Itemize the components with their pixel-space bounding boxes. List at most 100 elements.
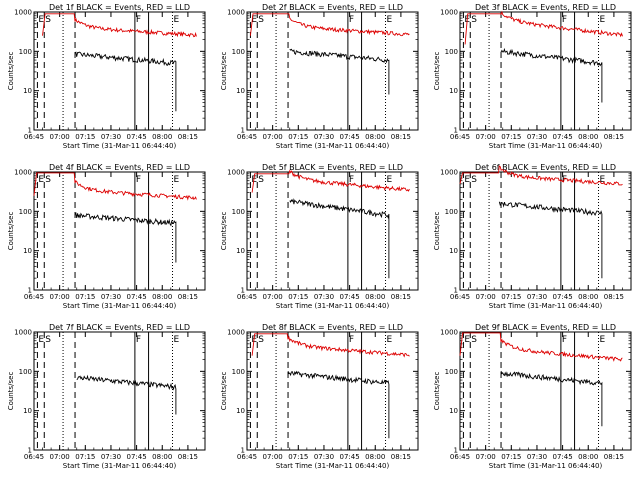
lld-series-line: [251, 333, 410, 358]
marker-label-e: E: [464, 335, 470, 345]
x-axis-label: Start Time (31-Mar-11 06:44:40): [489, 142, 603, 150]
plot-frame: [459, 11, 632, 131]
y-tick-label: 10: [236, 247, 245, 255]
plot-frame: [246, 171, 419, 291]
x-tick-label: 06:45: [237, 293, 257, 301]
x-tick-label: 07:15: [501, 133, 521, 141]
x-tick-label: 07:30: [527, 293, 547, 301]
x-tick-label: 07:45: [553, 453, 573, 461]
x-tick-label: 06:45: [237, 453, 257, 461]
marker-label-s: S: [45, 335, 51, 345]
y-tick-label: 10: [449, 407, 458, 415]
marker-label-f: F: [562, 15, 567, 25]
y-axis-label: Counts/sec: [7, 372, 15, 411]
lld-series-line: [464, 10, 623, 45]
panel-title: Det 5f BLACK = Events, RED = LLD: [262, 163, 403, 172]
x-axis-label: Start Time (31-Mar-11 06:44:40): [489, 462, 603, 470]
y-tick-label: 100: [19, 48, 32, 56]
marker-label-s: S: [258, 175, 264, 185]
x-tick-label: 06:45: [237, 133, 257, 141]
marker-label-s: S: [258, 15, 264, 25]
panel-title: Det 9f BLACK = Events, RED = LLD: [475, 323, 616, 332]
marker-label-f: F: [562, 335, 567, 345]
x-tick-label: 07:45: [340, 453, 360, 461]
y-tick-label: 1: [454, 127, 458, 135]
marker-label-f: F: [136, 15, 141, 25]
x-tick-label: 07:15: [75, 293, 95, 301]
x-tick-label: 08:00: [578, 453, 598, 461]
panel-5: Det 5f BLACK = Events, RED = LLD 1 10 100 10…: [220, 163, 419, 310]
y-tick-label: 1000: [227, 169, 245, 177]
panel-title: Det 2f BLACK = Events, RED = LLD: [262, 3, 403, 12]
marker-label-s: S: [258, 335, 264, 345]
y-tick-label: 100: [232, 48, 245, 56]
lld-series-line: [33, 172, 197, 201]
marker-label-e: E: [174, 15, 180, 25]
x-tick-label: 07:30: [101, 293, 121, 301]
y-axis-label: Counts/sec: [433, 52, 441, 91]
marker-label-e: E: [600, 175, 606, 185]
y-tick-label: 100: [232, 368, 245, 376]
events-series-line: [76, 374, 177, 415]
marker-label-e: E: [251, 335, 257, 345]
x-tick-label: 07:00: [263, 453, 283, 461]
y-tick-label: 1000: [227, 9, 245, 17]
x-tick-label: 08:15: [604, 133, 624, 141]
marker-label-s: S: [471, 175, 477, 185]
x-tick-label: 07:15: [501, 293, 521, 301]
x-tick-label: 07:00: [476, 453, 496, 461]
y-tick-label: 1: [241, 127, 245, 135]
x-tick-label: 08:00: [578, 293, 598, 301]
marker-label-e: E: [387, 15, 393, 25]
y-tick-label: 10: [449, 87, 458, 95]
panel-6: Det 6f BLACK = Events, RED = LLD 1 10 100 10…: [433, 163, 632, 310]
x-tick-label: 07:00: [263, 133, 283, 141]
x-tick-label: 07:00: [476, 133, 496, 141]
y-tick-label: 1: [28, 287, 32, 295]
y-tick-label: 100: [232, 208, 245, 216]
x-tick-label: 07:30: [101, 453, 121, 461]
x-tick-label: 08:15: [178, 133, 198, 141]
y-tick-label: 100: [445, 48, 458, 56]
y-tick-label: 100: [19, 208, 32, 216]
y-tick-label: 1000: [440, 169, 458, 177]
plot-frame: [33, 331, 206, 451]
x-tick-label: 08:00: [152, 453, 172, 461]
x-tick-label: 07:45: [127, 133, 147, 141]
y-tick-label: 1000: [227, 329, 245, 337]
y-tick-label: 100: [445, 208, 458, 216]
x-tick-label: 08:15: [178, 453, 198, 461]
x-axis-label: Start Time (31-Mar-11 06:44:40): [63, 302, 177, 310]
panel-7: Det 7f BLACK = Events, RED = LLD 1 10 100 10…: [7, 323, 206, 470]
x-tick-label: 08:15: [391, 293, 411, 301]
x-tick-label: 06:45: [450, 453, 470, 461]
x-tick-label: 07:45: [127, 453, 147, 461]
x-tick-label: 08:00: [365, 133, 385, 141]
panel-9: Det 9f BLACK = Events, RED = LLD 1 10 100 10…: [433, 323, 632, 470]
x-tick-label: 07:45: [553, 133, 573, 141]
plot-frame: [246, 331, 419, 451]
x-axis-label: Start Time (31-Mar-11 06:44:40): [276, 142, 390, 150]
marker-label-s: S: [45, 15, 51, 25]
panel-2: Det 2f BLACK = Events, RED = LLD 1 10 100 10…: [220, 3, 419, 150]
y-axis-label: Counts/sec: [220, 52, 228, 91]
y-axis-label: Counts/sec: [220, 372, 228, 411]
lld-series-line: [42, 13, 197, 38]
x-tick-label: 08:15: [391, 133, 411, 141]
y-tick-label: 10: [23, 87, 32, 95]
y-tick-label: 1000: [14, 169, 32, 177]
panel-4: Det 4f BLACK = Events, RED = LLD 1 10 100 10…: [7, 163, 206, 310]
plot-frame: [33, 171, 206, 291]
x-axis-label: Start Time (31-Mar-11 06:44:40): [63, 142, 177, 150]
y-tick-label: 10: [236, 407, 245, 415]
y-tick-label: 10: [236, 87, 245, 95]
y-tick-label: 1000: [440, 329, 458, 337]
plot-frame: [459, 171, 632, 291]
x-tick-label: 07:45: [340, 293, 360, 301]
x-tick-label: 07:45: [127, 293, 147, 301]
marker-label-f: F: [562, 175, 567, 185]
x-tick-label: 08:00: [365, 453, 385, 461]
y-tick-label: 10: [23, 247, 32, 255]
events-series-line: [498, 201, 603, 279]
